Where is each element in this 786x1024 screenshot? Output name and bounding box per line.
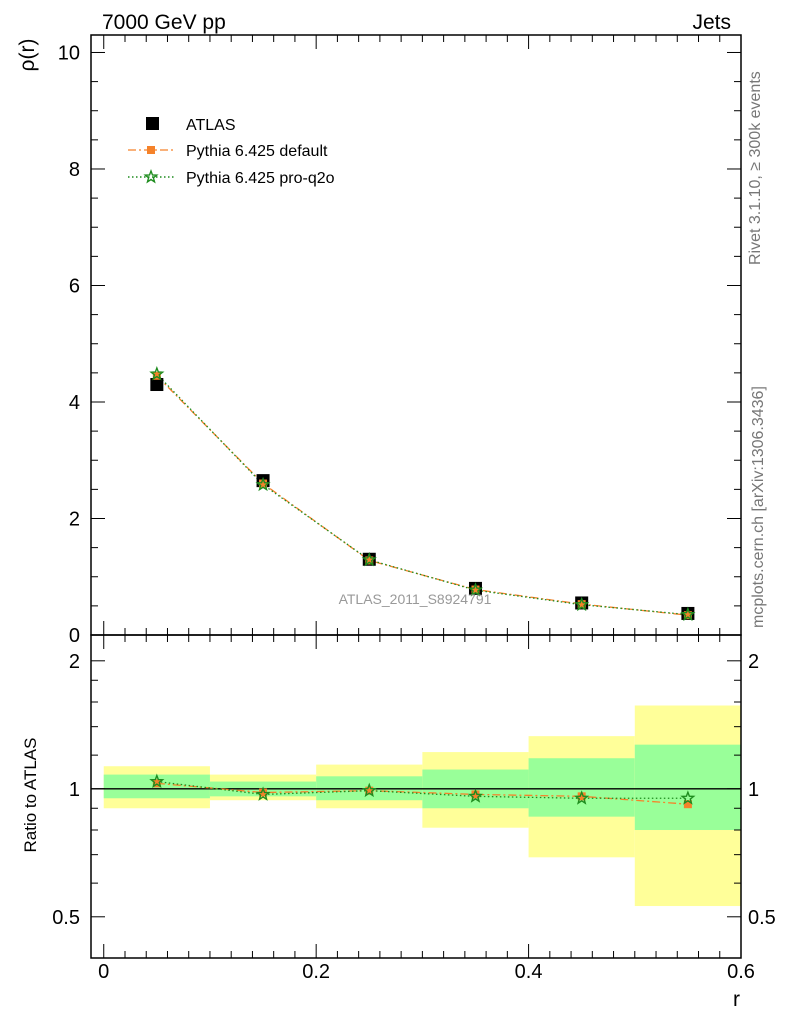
rivet-label: Rivet 3.1.10, ≥ 300k events <box>747 71 764 265</box>
ratio-pythia-proq2o-point <box>574 790 590 805</box>
main-y-tick-label: 0 <box>69 625 80 647</box>
main-pythia-default-point <box>683 611 692 620</box>
ratio-pythia-default-point <box>259 788 268 797</box>
x-tick-label: 0.6 <box>727 961 755 983</box>
legend-default-label: Pythia 6.425 default <box>186 143 328 160</box>
main-y-tick-label: 6 <box>69 275 80 297</box>
main-y-tick-label: 4 <box>69 392 80 414</box>
main-y-tick-label: 10 <box>58 42 80 64</box>
main-pythia-proq2o-line <box>156 373 688 616</box>
energy-label: 7000 GeV pp <box>102 11 226 34</box>
ratio-y-axis-title: Ratio to ATLAS <box>21 738 40 853</box>
main-pythia-default-point <box>577 600 586 609</box>
ratio-pythia-default-point <box>683 800 692 809</box>
ratio-y-tick-label: 0.5 <box>52 907 80 929</box>
ratio-band-green <box>528 758 635 817</box>
legend-atlas-marker <box>146 117 159 130</box>
main-y-tick-label: 2 <box>69 508 80 530</box>
x-tick-label: 0 <box>98 961 109 983</box>
ratio-y-tick-label-right: 2 <box>748 651 759 673</box>
series-markers <box>149 366 696 809</box>
series-lines <box>91 373 741 805</box>
ratio-y-tick-label: 1 <box>69 779 80 801</box>
ratio-uncertainty-bands <box>103 705 741 907</box>
ratio-panel-frame <box>90 634 742 959</box>
tick-labels: 0 0.2 0.4 0.6 0 2 4 6 8 10 0.5 0.5 1 1 2 2 <box>52 42 776 983</box>
main-pythia-proq2o-point <box>255 476 271 492</box>
main-pythia-proq2o-point <box>149 366 165 381</box>
main-pythia-proq2o-point <box>467 582 484 597</box>
main-pythia-proq2o-point <box>361 551 377 567</box>
ratio-pythia-proq2o-point <box>361 782 377 798</box>
ratio-pythia-proq2o-point <box>149 773 165 789</box>
process-label: Jets <box>692 11 731 34</box>
legend: ATLAS Pythia 6.425 default Pythia 6.425 … <box>128 117 335 187</box>
main-pythia-proq2o-point <box>680 606 696 622</box>
main-pythia-default-line <box>156 375 688 616</box>
main-y-axis-title: ρ(r) <box>16 39 39 72</box>
ratio-pythia-default-line <box>156 782 688 805</box>
legend-default-marker <box>147 146 155 154</box>
ratio-y-tick-label: 2 <box>69 651 80 673</box>
mcplots-label: mcplots.cern.ch [arXiv:1306.3436] <box>750 386 767 628</box>
main-pythia-proq2o-point <box>574 596 590 612</box>
main-atlas-point <box>150 378 164 392</box>
x-tick-label: 0.4 <box>515 961 543 983</box>
legend-proq2o-marker <box>143 169 159 184</box>
ratio-pythia-default-point <box>365 786 374 795</box>
ratio-pythia-proq2o-point <box>467 788 484 803</box>
ratio-pythia-proq2o-point <box>255 786 271 801</box>
ratio-pythia-default-point <box>577 792 586 801</box>
analysis-label: ATLAS_2011_S8924791 <box>339 591 492 607</box>
legend-proq2o-label: Pythia 6.425 pro-q2o <box>186 170 335 187</box>
main-pythia-default-point <box>471 585 480 594</box>
ratio-pythia-proq2o-point <box>680 790 696 805</box>
ratio-pythia-default-point <box>471 790 480 799</box>
x-axis-title: r <box>733 988 740 1011</box>
ratio-y-tick-label-right: 0.5 <box>748 907 776 929</box>
main-y-tick-label: 8 <box>69 159 80 181</box>
ratio-band-green <box>634 744 741 831</box>
ratio-pythia-proq2o-line <box>156 780 688 799</box>
ratio-y-tick-label-right: 1 <box>748 779 759 801</box>
x-tick-label: 0.2 <box>302 961 330 983</box>
main-pythia-default-point <box>259 479 268 488</box>
main-pythia-default-point <box>365 556 374 565</box>
legend-atlas-label: ATLAS <box>186 117 236 134</box>
